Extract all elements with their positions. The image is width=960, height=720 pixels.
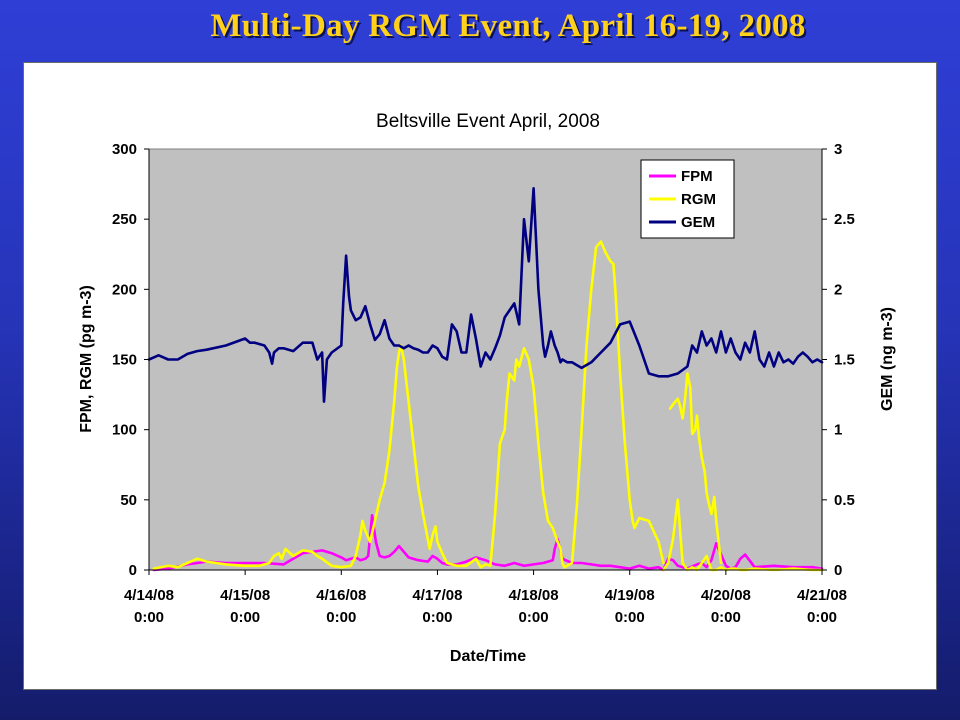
- series-layer: [147, 187, 824, 572]
- y-axis-title: FPM, RGM (pg m-3): [78, 285, 95, 433]
- legend-label-fpm: FPM: [681, 168, 713, 185]
- chart-panel: 0 50 100 150 200 250 300 0 0.5 1 1.5 2 2.5 3 4/14/08 0:…: [23, 62, 937, 690]
- chart-svg: 0 50 100 150 200 250 300 0 0.5 1 1.5 2 2.5 3 4/14/08 0:…: [78, 111, 896, 665]
- y-tick-label: 200: [112, 281, 137, 298]
- y2-tick-label: 1: [834, 422, 842, 439]
- y-tick-label: 300: [112, 141, 137, 158]
- legend-label-gem: GEM: [681, 214, 715, 231]
- y-tick-label: 250: [112, 211, 137, 228]
- series-line-rgm: [152, 240, 665, 570]
- series-line-gem: [147, 187, 824, 403]
- y-tick-label: 0: [129, 562, 137, 579]
- y2-tick-label: 2: [834, 281, 842, 298]
- x-tick-label: 4/21/08 0:00: [797, 587, 847, 626]
- chart-title: Beltsville Event April, 2008: [376, 111, 600, 132]
- x-tick-label: 4/19/08 0:00: [605, 587, 655, 626]
- legend: FPM RGM GEM: [640, 159, 735, 239]
- x-tick-label: 4/16/08 0:00: [316, 587, 366, 626]
- y2-tick-label: 2.5: [834, 211, 855, 228]
- x-tick-label: 4/18/08 0:00: [509, 587, 559, 626]
- y-tick-label: 50: [120, 492, 137, 509]
- y2-tick-label: 0.5: [834, 492, 855, 509]
- x-tick-label: 4/15/08 0:00: [220, 587, 270, 626]
- x-tick-label: 4/20/08 0:00: [701, 587, 751, 626]
- y2-tick-label: 0: [834, 562, 842, 579]
- x-axis-title: Date/Time: [450, 648, 526, 665]
- x-tick-label: 4/17/08 0:00: [412, 587, 462, 626]
- y-tick-label: 100: [112, 422, 137, 439]
- axes-layer: 0 50 100 150 200 250 300 0 0.5 1 1.5 2 2.5 3 4/14/08 0:…: [112, 141, 855, 626]
- y2-tick-label: 1.5: [834, 352, 855, 369]
- y2-tick-label: 3: [834, 141, 842, 158]
- y-tick-label: 150: [112, 352, 137, 369]
- series-line-rgm: [668, 372, 723, 565]
- legend-label-rgm: RGM: [681, 191, 716, 208]
- series-line-fpm: [152, 513, 824, 572]
- slide-title: Multi-Day RGM Event, April 16-19, 2008: [210, 8, 806, 44]
- y2-axis-title: GEM (ng m-3): [879, 307, 896, 411]
- x-tick-label: 4/14/08 0:00: [124, 587, 174, 626]
